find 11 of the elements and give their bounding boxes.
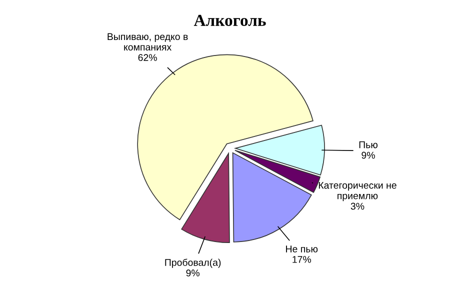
slice-label: Категорически не приемлю [318, 182, 396, 202]
data-label: 3% [350, 202, 364, 210]
chart-title: Алкоголь [194, 14, 266, 26]
slice-label: Выпиваю, редко в компаниях [108, 33, 188, 51]
data-label: 9% [186, 270, 200, 276]
slice-label: Пью [359, 141, 378, 148]
data-label: 62% [138, 54, 157, 62]
data-label: 17% [292, 256, 312, 263]
slice-label: Не пью [286, 246, 318, 252]
slice-label: Пробовал(а) [165, 258, 221, 268]
data-label: 9% [362, 152, 375, 159]
